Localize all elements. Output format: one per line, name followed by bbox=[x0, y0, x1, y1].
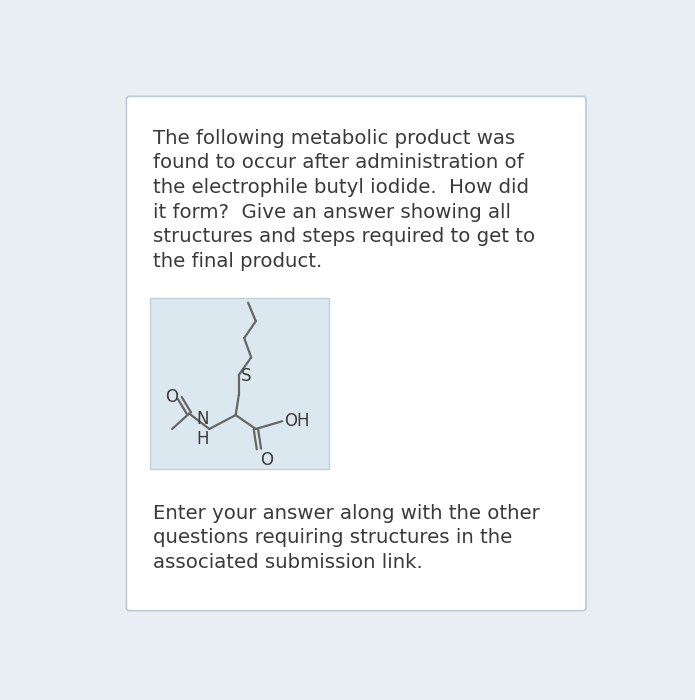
Text: structures and steps required to get to: structures and steps required to get to bbox=[153, 228, 535, 246]
Text: it form?  Give an answer showing all: it form? Give an answer showing all bbox=[153, 202, 511, 222]
Text: the final product.: the final product. bbox=[153, 252, 322, 271]
Text: H: H bbox=[196, 430, 208, 448]
Text: The following metabolic product was: The following metabolic product was bbox=[153, 129, 515, 148]
Text: O: O bbox=[165, 389, 179, 407]
Text: the electrophile butyl iodide.  How did: the electrophile butyl iodide. How did bbox=[153, 178, 529, 197]
Text: questions requiring structures in the: questions requiring structures in the bbox=[153, 528, 512, 547]
Text: N: N bbox=[196, 410, 208, 428]
FancyBboxPatch shape bbox=[126, 97, 586, 610]
Text: Enter your answer along with the other: Enter your answer along with the other bbox=[153, 504, 539, 523]
Text: O: O bbox=[261, 451, 273, 468]
Text: associated submission link.: associated submission link. bbox=[153, 553, 423, 572]
FancyBboxPatch shape bbox=[150, 298, 329, 469]
Text: S: S bbox=[241, 367, 252, 385]
Text: found to occur after administration of: found to occur after administration of bbox=[153, 153, 523, 172]
Text: OH: OH bbox=[284, 412, 309, 430]
